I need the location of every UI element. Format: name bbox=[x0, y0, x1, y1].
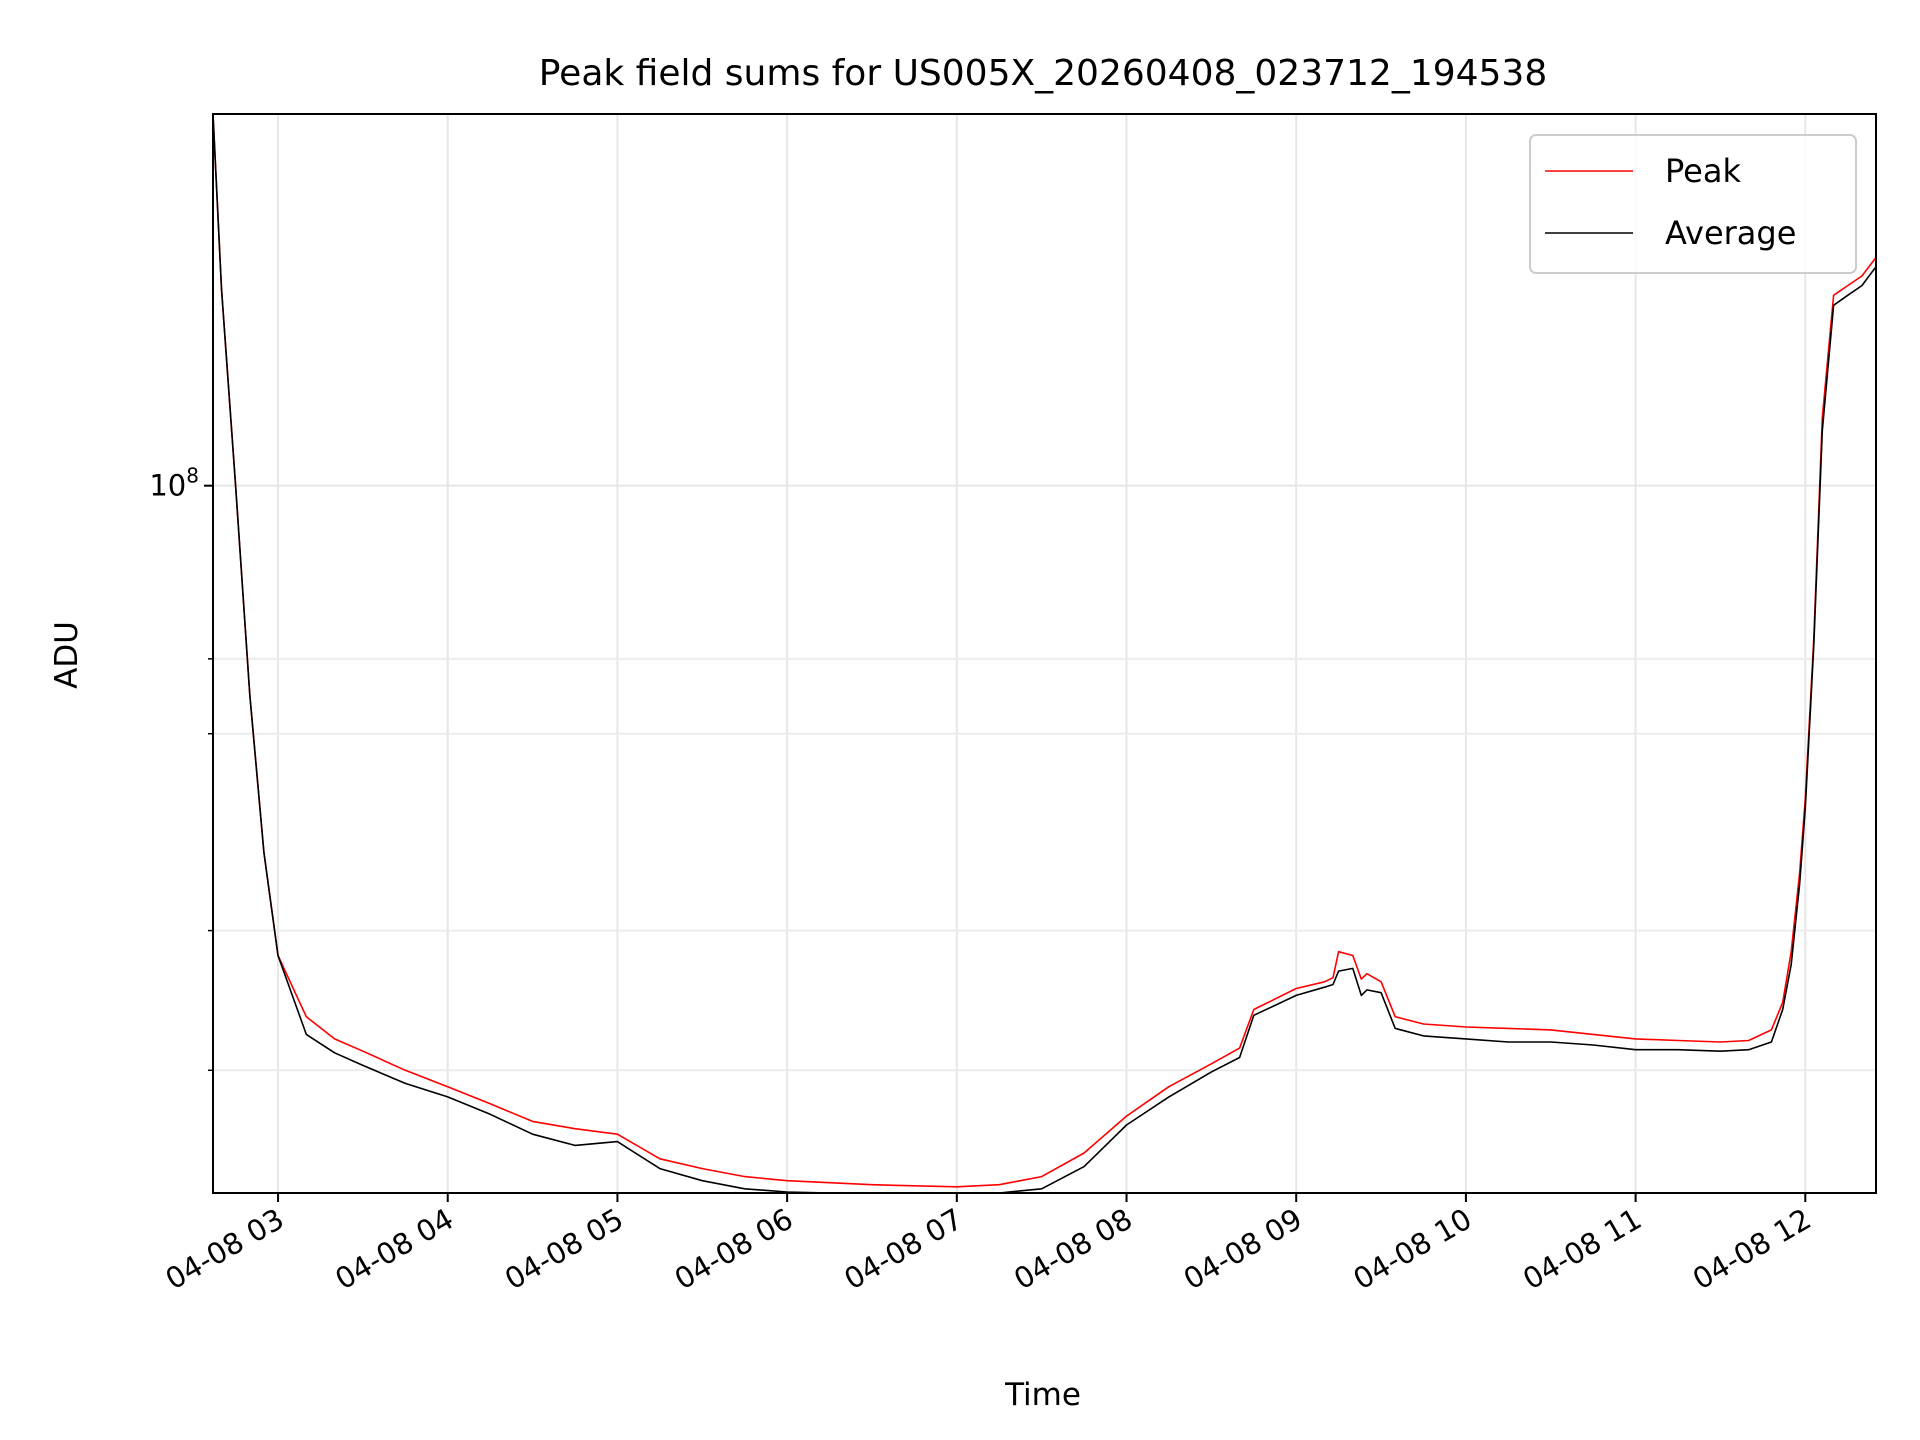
grid-lines bbox=[213, 114, 1876, 1193]
y-axis-ticks: 108 bbox=[149, 464, 213, 1072]
series-line-peak bbox=[212, 113, 1877, 1188]
x-axis-label: Time bbox=[1004, 1377, 1081, 1413]
series-line-average bbox=[212, 113, 1877, 1194]
legend-label-peak: Peak bbox=[1665, 152, 1741, 190]
legend: Peak Average bbox=[1529, 134, 1857, 274]
y-axis-label: ADU bbox=[49, 621, 85, 689]
plot-series bbox=[212, 113, 1877, 1194]
y-tick-label-exponent: 8 bbox=[186, 464, 199, 488]
legend-frame bbox=[1529, 134, 1857, 274]
y-tick-label-base: 10 bbox=[149, 469, 186, 503]
plot-frame bbox=[212, 113, 1877, 1194]
legend-label-average: Average bbox=[1665, 214, 1796, 252]
chart-title: Peak field sums for US005X_20260408_0237… bbox=[539, 53, 1548, 94]
y-tick-label: 108 bbox=[149, 464, 199, 503]
